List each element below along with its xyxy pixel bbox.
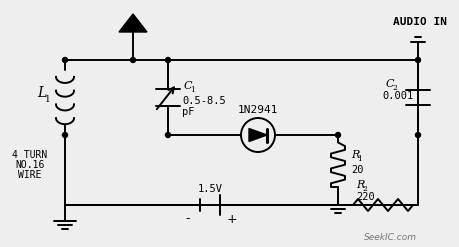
Text: WIRE: WIRE: [18, 170, 42, 180]
Circle shape: [165, 58, 170, 62]
Circle shape: [62, 58, 67, 62]
Polygon shape: [119, 14, 147, 32]
Text: 2: 2: [391, 83, 396, 91]
Text: R: R: [355, 180, 364, 190]
Text: 4 TURN: 4 TURN: [12, 150, 48, 160]
Text: 220: 220: [355, 192, 374, 202]
Circle shape: [130, 58, 135, 62]
Circle shape: [414, 58, 420, 62]
Circle shape: [335, 132, 340, 138]
Text: 1: 1: [190, 85, 195, 94]
Text: 2: 2: [361, 185, 366, 193]
Text: 0.001: 0.001: [381, 90, 412, 101]
Circle shape: [165, 132, 170, 138]
Text: 0.5-8.5: 0.5-8.5: [182, 96, 225, 105]
Text: C: C: [184, 81, 192, 90]
Text: SeekIC.com: SeekIC.com: [363, 232, 415, 242]
Text: R: R: [350, 150, 358, 160]
Polygon shape: [248, 128, 266, 142]
Text: C: C: [385, 79, 394, 88]
Text: 1.5V: 1.5V: [197, 184, 222, 194]
Text: pF: pF: [182, 106, 194, 117]
Text: L: L: [37, 85, 46, 100]
Text: NO.16: NO.16: [15, 160, 45, 170]
Circle shape: [414, 132, 420, 138]
Text: 1: 1: [356, 155, 361, 163]
Text: 1: 1: [45, 95, 51, 104]
Text: 20: 20: [350, 165, 363, 175]
Text: 1N2941: 1N2941: [237, 105, 278, 115]
Circle shape: [62, 132, 67, 138]
Text: +: +: [226, 212, 237, 226]
Text: AUDIO IN: AUDIO IN: [392, 17, 446, 27]
Text: -: -: [185, 212, 190, 226]
